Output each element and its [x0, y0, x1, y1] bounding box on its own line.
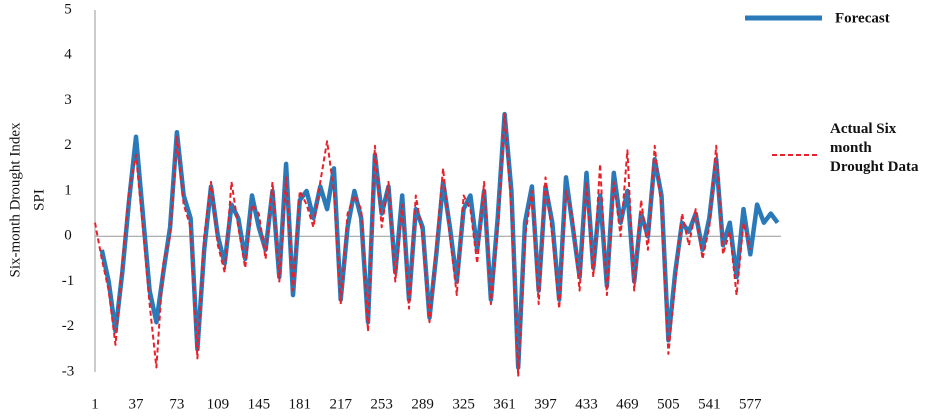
x-tick-label: 109: [207, 396, 230, 412]
y-tick-label: 0: [64, 228, 72, 244]
x-tick-label: 73: [169, 396, 184, 412]
x-tick-label: 181: [289, 396, 312, 412]
y-axis-label: Six-month Drought Index: [7, 122, 23, 277]
x-tick-label: 289: [411, 396, 434, 412]
y-tick-label: 2: [64, 137, 72, 153]
series-line: [94, 113, 752, 378]
x-tick-label: 217: [329, 396, 352, 412]
legend-box: Actual Six month Drought Data: [830, 121, 919, 175]
x-tick-label: 541: [698, 396, 721, 412]
x-tick-label: 325: [452, 396, 475, 412]
x-tick-label: 505: [657, 396, 680, 412]
x-tick-label: 577: [739, 396, 762, 412]
y-tick-label: 1: [64, 182, 72, 198]
x-tick-label: 433: [575, 396, 598, 412]
y-tick-label: 5: [64, 1, 72, 17]
y-tick-label: 3: [64, 92, 72, 108]
x-tick-label: 145: [248, 396, 271, 412]
legend-label: Forecast: [835, 10, 890, 26]
y-tick-label: -2: [62, 318, 75, 334]
x-tick-label: 361: [493, 396, 516, 412]
x-tick-label: 253: [370, 396, 393, 412]
y-axis-label: SPI: [31, 189, 47, 211]
y-tick-label: 4: [64, 47, 72, 63]
y-tick-label: -1: [62, 273, 75, 289]
legend-label: Actual Six month Drought Data: [830, 121, 919, 175]
series-line: [99, 111, 780, 370]
x-tick-label: 1: [91, 396, 99, 412]
y-tick-label: -3: [62, 363, 75, 379]
x-tick-label: 469: [616, 396, 639, 412]
x-tick-label: 37: [128, 396, 144, 412]
x-tick-label: 397: [534, 396, 557, 412]
